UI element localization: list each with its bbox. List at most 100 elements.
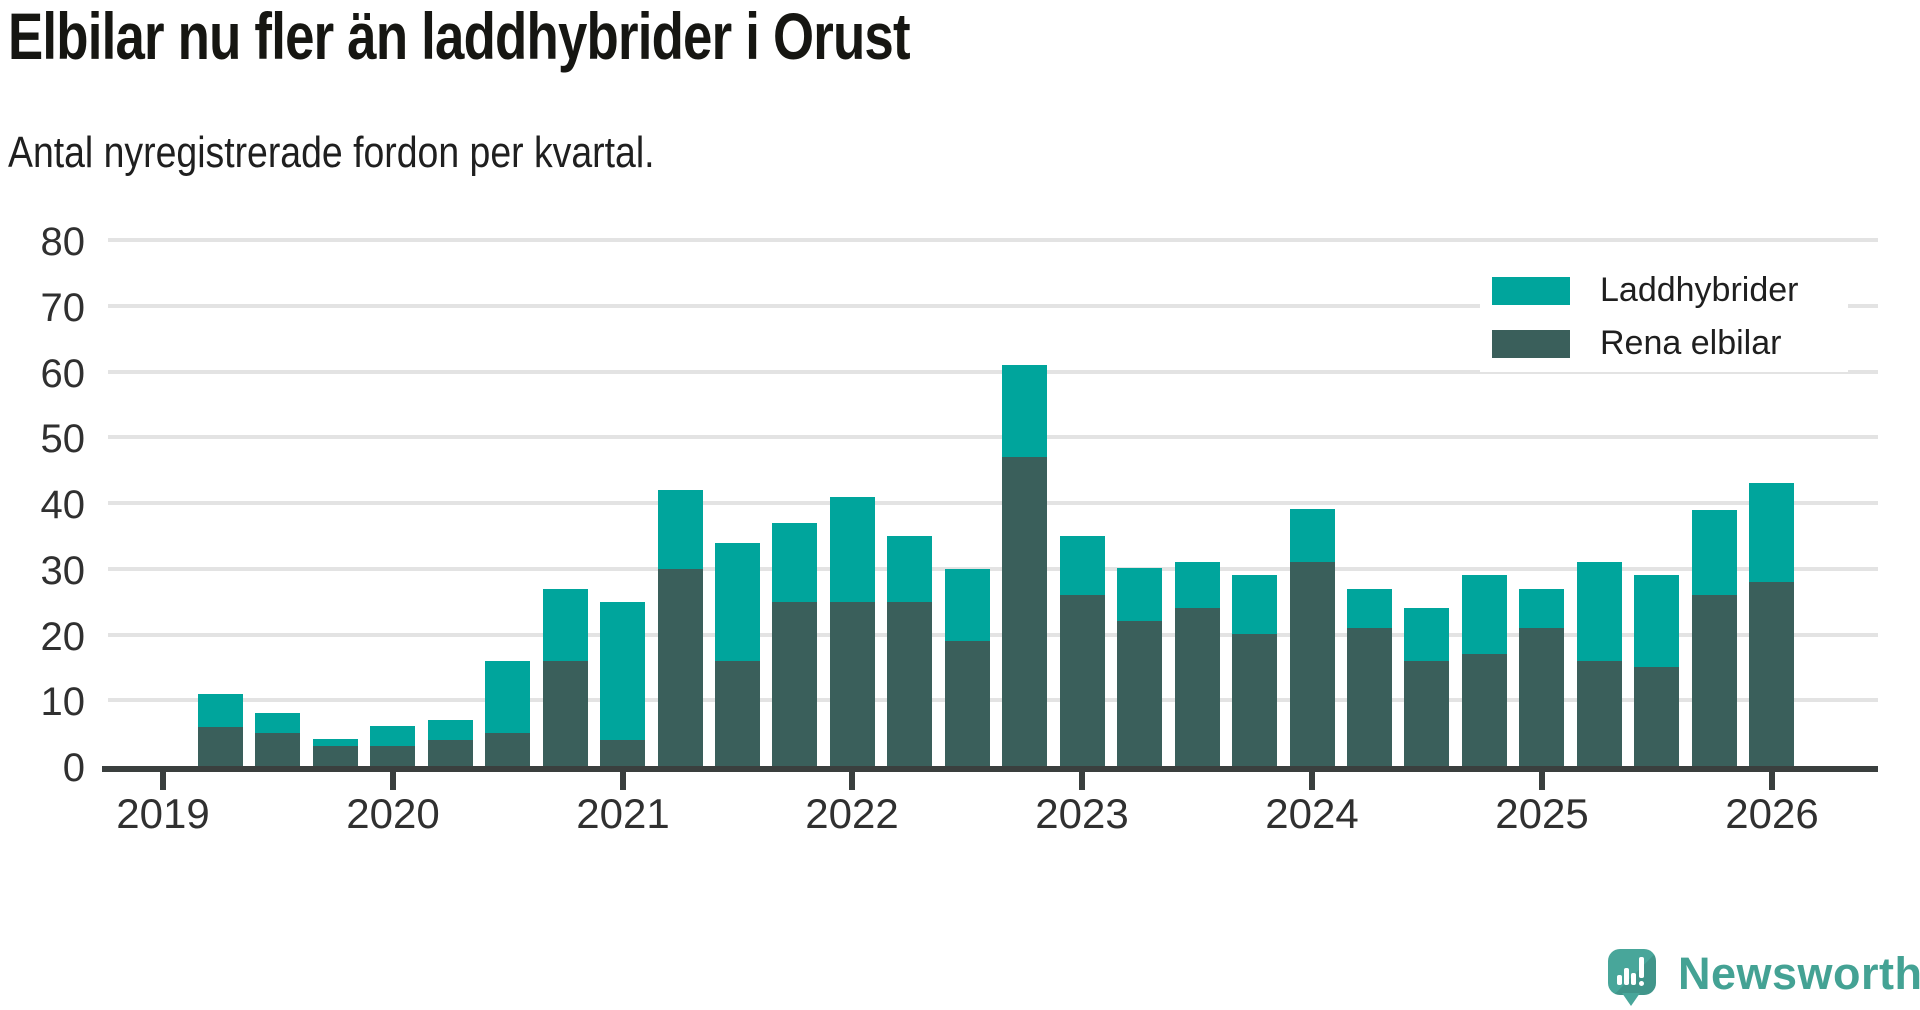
gridline <box>108 567 1878 571</box>
bar-segment-rena-elbilar <box>1232 634 1277 766</box>
y-axis-label: 30 <box>40 549 86 593</box>
gridline <box>108 304 1878 308</box>
gridline <box>108 370 1878 374</box>
bar-segment-rena-elbilar <box>1347 628 1392 766</box>
legend-swatch-rena-elbilar <box>1492 329 1570 358</box>
gridline <box>108 633 1878 637</box>
bar-segment-laddhybrider <box>1462 575 1507 654</box>
bar-segment-rena-elbilar <box>1577 661 1622 766</box>
bar-segment-laddhybrider <box>543 589 588 661</box>
bar-segment-laddhybrider <box>428 720 473 740</box>
chart-subtitle: Antal nyregistrerade fordon per kvartal. <box>8 128 655 177</box>
x-axis-label: 2025 <box>1495 790 1589 837</box>
bar-segment-laddhybrider <box>1519 589 1564 628</box>
bar-segment-rena-elbilar <box>1692 595 1737 766</box>
bar-segment-laddhybrider <box>1692 510 1737 595</box>
bar-segment-rena-elbilar <box>715 661 760 766</box>
bar-segment-laddhybrider <box>1347 589 1392 628</box>
bar-segment-rena-elbilar <box>1175 608 1220 766</box>
x-axis-tick <box>390 772 396 790</box>
legend-item-rena-elbilar: Rena elbilar <box>1480 317 1848 370</box>
bar-segment-rena-elbilar <box>313 746 358 766</box>
bar-segment-laddhybrider <box>945 569 990 641</box>
bar-segment-rena-elbilar <box>1404 661 1449 766</box>
x-axis-label: 2023 <box>1035 790 1129 837</box>
legend-label-rena-elbilar: Rena elbilar <box>1600 324 1782 362</box>
y-axis-label: 10 <box>40 680 86 724</box>
bar-segment-laddhybrider <box>772 523 817 602</box>
newsworthy-wordmark: Newsworthy <box>1678 948 1920 999</box>
x-axis-label: 2019 <box>116 790 210 837</box>
bar-segment-rena-elbilar <box>543 661 588 766</box>
bar-segment-laddhybrider <box>1060 536 1105 595</box>
x-axis-tick <box>1309 772 1315 790</box>
chart-title: Elbilar nu fler än laddhybrider i Orust <box>8 0 911 73</box>
y-axis-label: 40 <box>40 483 86 527</box>
legend-label-laddhybrider: Laddhybrider <box>1600 271 1799 309</box>
bar-segment-rena-elbilar <box>1749 582 1794 766</box>
x-axis-line <box>102 766 1878 772</box>
bar-segment-rena-elbilar <box>830 602 875 766</box>
bar-segment-rena-elbilar <box>887 602 932 766</box>
bar-segment-rena-elbilar <box>1002 457 1047 766</box>
gridline <box>108 698 1878 702</box>
bar-segment-rena-elbilar <box>370 746 415 766</box>
y-axis-label: 50 <box>40 417 86 461</box>
x-axis-tick <box>1769 772 1775 790</box>
bar-segment-rena-elbilar <box>1060 595 1105 766</box>
bar-segment-laddhybrider <box>658 490 703 569</box>
bar-segment-laddhybrider <box>370 726 415 746</box>
gridline <box>108 501 1878 505</box>
bar-segment-rena-elbilar <box>1117 621 1162 766</box>
gridline <box>108 238 1878 242</box>
x-axis-label: 2024 <box>1265 790 1359 837</box>
bar-segment-laddhybrider <box>313 739 358 746</box>
y-axis-label: 80 <box>40 220 86 264</box>
bar-segment-laddhybrider <box>1404 608 1449 661</box>
bar-segment-laddhybrider <box>1290 509 1335 562</box>
x-axis-tick <box>1539 772 1545 790</box>
y-axis-label: 20 <box>40 615 86 659</box>
bar-segment-laddhybrider <box>600 602 645 740</box>
bar-segment-laddhybrider <box>1002 365 1047 457</box>
legend-item-laddhybrider: Laddhybrider <box>1480 264 1848 317</box>
bar-segment-laddhybrider <box>1634 575 1679 667</box>
bar-segment-rena-elbilar <box>428 740 473 766</box>
bar-segment-laddhybrider <box>255 713 300 733</box>
x-axis-label: 2021 <box>576 790 670 837</box>
y-axis-label: 60 <box>40 352 86 396</box>
x-axis-tick <box>620 772 626 790</box>
bar-segment-laddhybrider <box>1749 483 1794 582</box>
y-axis-label: 70 <box>40 286 86 330</box>
bar-segment-laddhybrider <box>887 536 932 602</box>
bar-segment-laddhybrider <box>715 543 760 661</box>
newsworthy-logo: Newsworthy <box>1608 948 1920 1006</box>
bar-segment-rena-elbilar <box>600 740 645 766</box>
bar-segment-rena-elbilar <box>1290 562 1335 766</box>
gridline <box>108 435 1878 439</box>
x-axis-label: 2020 <box>346 790 440 837</box>
bar-segment-rena-elbilar <box>772 602 817 766</box>
x-axis-label: 2022 <box>805 790 899 837</box>
bar-segment-rena-elbilar <box>1462 654 1507 766</box>
bar-segment-laddhybrider <box>485 661 530 733</box>
x-axis-tick <box>1079 772 1085 790</box>
bar-segment-laddhybrider <box>1232 575 1277 634</box>
legend: Laddhybrider Rena elbilar <box>1480 262 1848 372</box>
bar-segment-laddhybrider <box>830 497 875 602</box>
legend-swatch-laddhybrider <box>1492 276 1570 305</box>
bar-segment-laddhybrider <box>1117 568 1162 621</box>
bar-segment-rena-elbilar <box>658 569 703 766</box>
bar-segment-rena-elbilar <box>1634 667 1679 766</box>
newsworthy-speech-bubble-chart-icon <box>1608 949 1656 1006</box>
bar-segment-laddhybrider <box>1577 562 1622 661</box>
bar-segment-rena-elbilar <box>198 727 243 766</box>
x-axis-tick <box>160 772 166 790</box>
bar-segment-rena-elbilar <box>945 641 990 766</box>
bar-segment-laddhybrider <box>198 694 243 727</box>
bar-segment-rena-elbilar <box>1519 628 1564 766</box>
x-axis-tick <box>849 772 855 790</box>
y-axis-label: 0 <box>62 746 85 790</box>
bar-segment-rena-elbilar <box>255 733 300 766</box>
bar-segment-laddhybrider <box>1175 562 1220 608</box>
